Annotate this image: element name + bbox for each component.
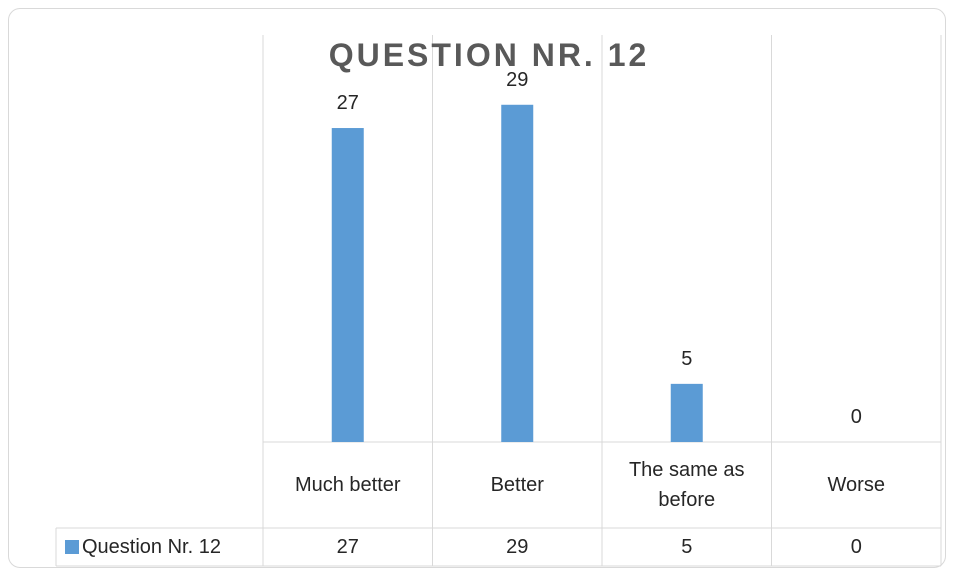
- x-tick-label: The same as before: [628, 459, 745, 511]
- bar: [331, 128, 364, 442]
- chart-title: QUESTION NR. 12: [328, 37, 650, 73]
- table-value: 29: [506, 536, 529, 558]
- legend-label: Question Nr. 12: [82, 536, 221, 558]
- table-value: 0: [850, 536, 862, 558]
- legend-marker: [65, 540, 79, 554]
- bar: [670, 383, 703, 442]
- x-tick-label: Much better: [294, 474, 401, 496]
- bar: [501, 104, 534, 443]
- data-label: 0: [850, 406, 862, 428]
- table-value: 27: [336, 536, 359, 558]
- data-label: 27: [336, 92, 359, 115]
- x-tick-label: Better: [490, 474, 544, 496]
- table-value: 5: [681, 536, 693, 558]
- data-label: 29: [506, 68, 529, 91]
- x-tick-label: Worse: [827, 474, 885, 496]
- chart-frame: [8, 8, 946, 568]
- data-label: 5: [681, 347, 693, 370]
